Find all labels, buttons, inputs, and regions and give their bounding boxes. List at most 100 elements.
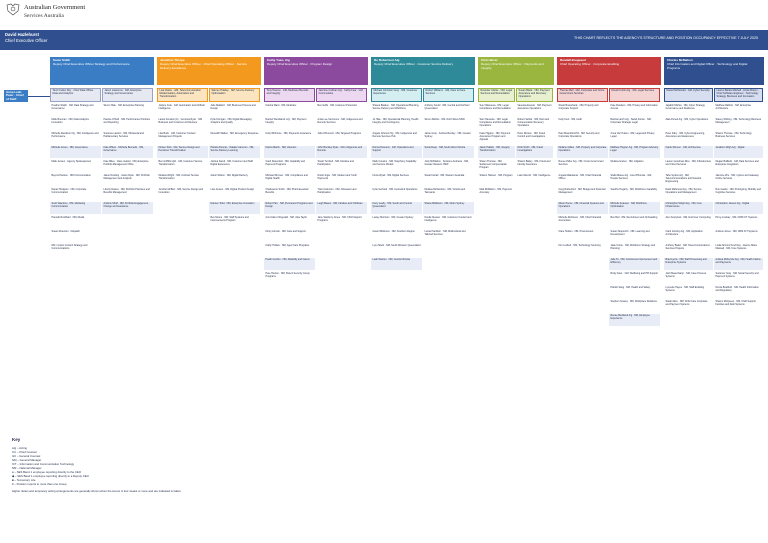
key-footnote: Higher duties and temporary acting arran… <box>12 488 182 493</box>
branch: Ravinder Clarke · NM, Legal Services and… <box>478 88 516 202</box>
position-card: Sharon Thomas · NM, Technology Business … <box>715 132 752 138</box>
position-card: Michelle Green · NM, Governance <box>50 146 101 158</box>
position-card: Lucas Hamilton · NM, Multicultural and T… <box>424 230 466 236</box>
column-head: Susie Smith Deputy Chief Executive Office… <box>50 57 154 85</box>
position-card: Jane Stanbury Jones · NM, Child Support … <box>317 216 362 222</box>
position-card: Aaron Wilson · NM, Digital Delivery <box>210 174 248 177</box>
position-card: NM, myGov Content Strategy and Communica… <box>51 244 88 250</box>
branch-lead: Daniel McDonald · GM, Cyber Security <box>664 88 713 102</box>
position-card: Melissa Greber · NM, Litigation <box>610 160 644 163</box>
position-card: Paul Mountford-Hill · NM, Security and C… <box>558 132 600 138</box>
position-card: Donna Peterson · GM, Operations and Supp… <box>371 146 422 158</box>
column-body: Ravinder Clarke · NM, Legal Services and… <box>478 88 554 202</box>
branch-lead: Ravinder Clarke · NM, Legal Services and… <box>478 88 515 102</box>
position-card: Julia O'Donnell · NM, Targeted Programs <box>317 132 361 135</box>
position-card: Clare Holden · NM, Procurement <box>558 230 594 233</box>
position-card: Carol Rosenfeld · NM, Capability and Pay… <box>265 160 305 166</box>
position-card: Dash Mahmoud A/g · NM, Service Operation… <box>665 188 702 194</box>
position-card: Daniel Hodgson · NM, Corporate Communica… <box>51 188 87 194</box>
position-card: Katie Higgins · NM, Payment Assurance Pr… <box>479 132 511 141</box>
key-item: CC – Chief Counsel <box>12 449 37 454</box>
position-card: Kirsty Litnock · NM, Care and Support <box>265 230 306 233</box>
position-card: Shaun Thomas · NM, Settlement Compensati… <box>479 160 508 169</box>
position-card: Sam Hauvette · NM, Legal Compliance and … <box>479 118 511 127</box>
column-2: Jonathon Thorpe Deputy Chief Executive Of… <box>157 57 261 230</box>
position-card: Mark Brennan · NM, Data Analytics Innova… <box>51 118 89 124</box>
column-head: Randall Brugeaud Chief Operating Officer … <box>557 57 661 85</box>
position-card: Kelly Whitmore · NM, Payments Assurance <box>265 132 312 135</box>
position-card: Suzanne Yang · NM, Social Security and P… <box>715 272 759 278</box>
position-card: Lynnette Hayes · NM, Staff Enabling Syst… <box>665 286 705 292</box>
position-card: Stephen Greasy · NM, Workplace Relations <box>610 300 657 303</box>
position-card: Pauline O'Neill · NM, Performance Priori… <box>103 118 150 124</box>
position-card: Robert Parr · NM, Permanent Programs and… <box>264 202 315 214</box>
position-card: Michael Wimmer · NM, Compliance and Digi… <box>265 174 308 180</box>
position-card: Julie Mallaniz · NM, Business Process an… <box>210 104 256 110</box>
brand-header: Australian Government Services Australia <box>0 0 768 30</box>
position-card: Carole Bonner · GM, Architecture <box>664 146 713 158</box>
position-card: Julie To · NM, Continuous Improvement an… <box>609 258 660 270</box>
key-legend: Key A/g – Acting CC – Chief Counsel GC – G… <box>12 437 212 493</box>
position-card: Lisa Jensen · NM, Digital Product Design <box>210 188 255 191</box>
position-card: Kate Miles · Clare Ireland · NM, Enterpr… <box>103 160 149 166</box>
branch: Lisa Clarke · GM, Telecommunication Mode… <box>157 88 209 230</box>
position-card: Michelle Keauser · NM, Workforce Optimis… <box>609 202 660 214</box>
brand-government: Australian Government <box>24 4 86 11</box>
position-card: Andrew Jones · NM, CRM ICT Systems <box>715 230 758 233</box>
position-card: Matt McMahon · NM, Payment Accuracy <box>479 188 512 194</box>
position-card: Patrick Sang · NM, Health and Safety <box>610 286 651 289</box>
branch-lead: Michael Johnston Gray · NM, Customer Exp… <box>371 88 422 102</box>
position-card: Zaki Ahmed A/g · NM, Cyber Operations <box>665 118 709 121</box>
key-item: GC – General Counsel <box>12 453 41 458</box>
column-5: Chris Birrer Deputy Chief Executive Offic… <box>478 57 554 202</box>
position-card: Kylie Finnigan · NM, Digital Messaging A… <box>210 118 252 124</box>
branch-lead: Warren Holiday · NM, Service Delivery Op… <box>209 88 260 102</box>
position-card: Matthew Rabbot · NM, Enterprise Architec… <box>715 104 751 110</box>
deputy-name: Ro Robertson A/g <box>374 58 400 62</box>
branch: Tanzi Cullen Roy · Chief Data Officer · … <box>50 88 102 258</box>
column-body: Lisa Clarke · GM, Telecommunication Mode… <box>157 88 261 230</box>
position-card: Kerry Leahy · NM, South and Central Quee… <box>371 202 422 214</box>
position-card: Jonathon Wigh A/g · Digital <box>714 146 763 158</box>
column-head: Cathy Yuen, A/g Deputy Chief Executive Of… <box>264 57 368 85</box>
position-card: Noella Cleaver · NM, Customer Contact an… <box>424 216 472 222</box>
position-card: Pinny Lindsay · NM, CRM ICT Systems <box>715 216 758 219</box>
position-card: Brad Lyons · NM, Staff Processing and En… <box>664 258 713 270</box>
branch-lead: Robert Williams · GM, Face to Face Servi… <box>423 88 474 102</box>
position-card: Shana Middleton · NM, Metro Sydney <box>423 202 474 214</box>
column-4: Ro Robertson A/g Deputy Chief Executive O… <box>371 57 475 272</box>
position-card: Liberty Davies · NM, Portfolio Practices… <box>103 188 150 194</box>
position-card: Sharon McQueen · NM, Child Support Famil… <box>715 300 756 306</box>
position-card: Angela Johnson Ng · NM, Indigenous and R… <box>372 132 417 138</box>
deputy-name: Cathy Yuen, A/g <box>267 58 290 62</box>
branch-lead: Tony Pascov · GM, Medicare Benefits and … <box>264 88 315 102</box>
position-card: Scott Valentino · NM, Marketing Communic… <box>50 202 101 214</box>
column-head: Jonathon Thorpe Deputy Chief Executive Of… <box>157 57 261 85</box>
position-card: Andrew Shuff · NM, Portfolio Engagement,… <box>102 202 153 214</box>
position-card: Nicole Bradford · NM, Health Information… <box>715 286 759 292</box>
column-body: Daniel McDonald · GM, Cyber Security Jagd… <box>664 88 764 314</box>
ceo-title: Chief Executive Officer <box>5 38 48 43</box>
position-card: Kate Flanders · NM, Privacy and Informat… <box>610 104 658 110</box>
deputy-name: Susie Smith <box>53 58 71 62</box>
position-card: Angela Makutamis · NM, Chief Financial O… <box>558 174 602 180</box>
ceo-name: David Hazlehurst <box>5 32 39 37</box>
position-card: Megan Bullfield · GM, Data Services and … <box>715 160 759 166</box>
position-card: Tahe Sydnie A/g · NM, Telecommunications… <box>665 174 702 183</box>
column-body: Tony Pascov · GM, Medicare Benefits and … <box>264 88 368 286</box>
key-item: NM – National Manager <box>12 465 42 470</box>
position-card: Jennifer McBurt · NM, Service Design and… <box>158 188 204 194</box>
position-card: Damien Todd · NM, Enterprise Innovation <box>209 202 260 214</box>
key-item: A/g – Acting <box>12 445 27 450</box>
position-card: Lisa Buck · GM, Customer Contact Managem… <box>158 132 196 138</box>
position-card: Jason Dowling · Jason Ryan · NM, Portfol… <box>103 174 150 180</box>
position-card: Ann-Claire Fitzgerald · NM, Julie Taylor <box>265 216 308 219</box>
key-title: Key <box>12 437 21 442</box>
position-card: Hannah Rushfield · NM, Media <box>51 216 85 219</box>
position-card: Lynn Mack · NM, South Western Queensland <box>372 244 421 247</box>
key-item: ◆ – SES Band 1 employee reporting direct… <box>12 473 89 478</box>
branch: Susan Black · NM, Payment Assurance and … <box>516 88 554 202</box>
column-body: Thomas Bell · GM, Corporate and Crime Go… <box>557 88 661 328</box>
column-3: Cathy Yuen, A/g Deputy Chief Executive Of… <box>264 57 368 286</box>
position-card: Jasmine Zhu · NM, myGov and Gateway Onli… <box>715 174 759 180</box>
